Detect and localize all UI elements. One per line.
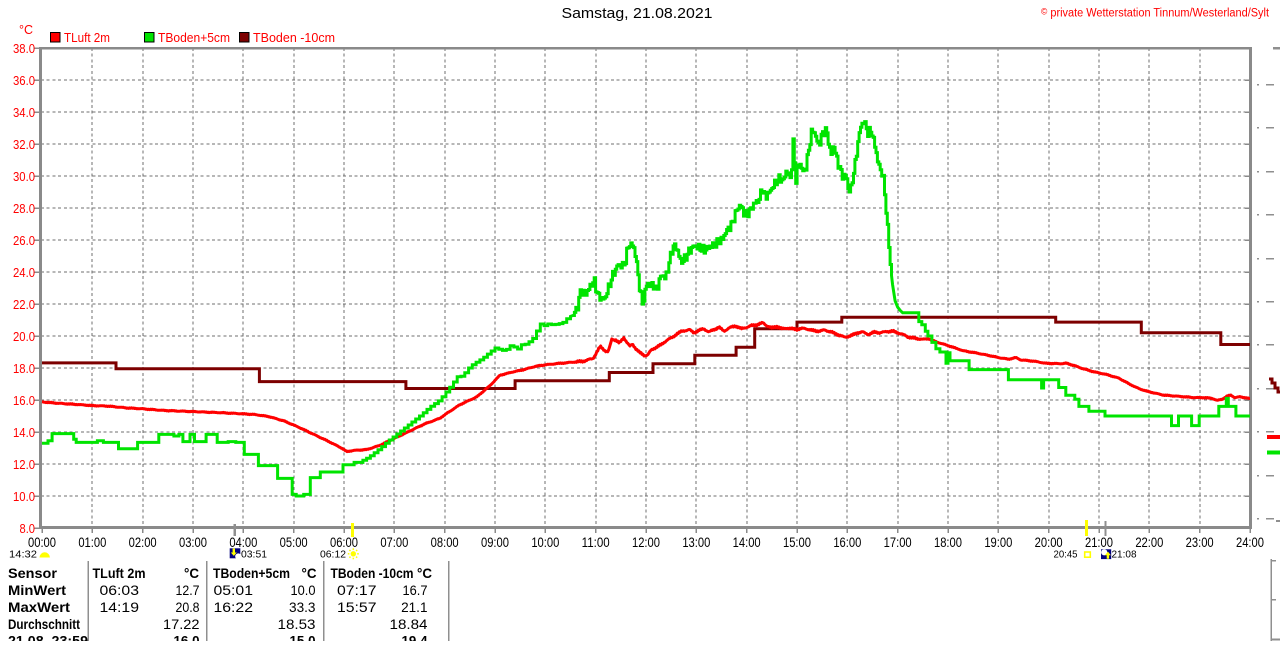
svg-text:°C: °C [417,565,432,581]
svg-text:20.8: 20.8 [176,599,200,615]
svg-text:30.0: 30.0 [13,170,35,184]
svg-text:12.0: 12.0 [13,458,35,472]
svg-text:19:00: 19:00 [984,534,1012,550]
svg-text:Sensor: Sensor [8,565,58,581]
svg-text:15.0: 15.0 [290,633,316,642]
svg-text:13:00: 13:00 [682,534,710,550]
svg-text:14.0: 14.0 [13,426,35,440]
svg-text:10.0: 10.0 [13,490,35,504]
svg-text:22:00: 22:00 [1135,534,1163,550]
svg-text:14:00: 14:00 [733,534,761,550]
svg-text:05:00: 05:00 [280,534,308,550]
svg-text:TBoden -10cm: TBoden -10cm [253,30,335,45]
svg-text:07:00: 07:00 [380,534,408,550]
svg-text:Durchschnitt: Durchschnitt [8,616,80,632]
svg-text:16:00: 16:00 [833,534,861,550]
svg-text:17.22: 17.22 [163,616,200,632]
svg-text:21.1: 21.1 [401,599,428,615]
svg-text:21.08, 23:59: 21.08, 23:59 [8,633,88,642]
svg-text:28.0: 28.0 [13,202,35,216]
svg-text:MinWert: MinWert [8,582,66,598]
svg-text:Samstag, 21.08.2021: Samstag, 21.08.2021 [562,5,713,22]
svg-text:02:00: 02:00 [129,534,157,550]
svg-text:06:12: 06:12 [320,549,346,561]
svg-text:09:00: 09:00 [481,534,509,550]
svg-text:33.3: 33.3 [289,599,316,615]
svg-text:34.0: 34.0 [13,106,35,120]
svg-text:16.0: 16.0 [13,394,35,408]
svg-text:38.0: 38.0 [13,42,35,56]
svg-text:01:00: 01:00 [78,534,106,550]
svg-text:05:01: 05:01 [214,582,254,598]
svg-text:17:00: 17:00 [884,534,912,550]
svg-text:03:00: 03:00 [179,534,207,550]
svg-text:18.84: 18.84 [390,616,428,632]
svg-text:14:19: 14:19 [100,599,140,615]
svg-text:10.0: 10.0 [291,582,316,598]
svg-text:16.7: 16.7 [403,582,428,598]
svg-text:14:32: 14:32 [9,549,37,561]
svg-text:16.0: 16.0 [174,633,200,642]
svg-text:23:00: 23:00 [1186,534,1214,550]
svg-text:36.0: 36.0 [13,74,35,88]
svg-text:MaxWert: MaxWert [8,599,70,615]
svg-text:20:45: 20:45 [1054,549,1078,561]
svg-text:21:08: 21:08 [1112,549,1137,561]
svg-text:TBoden+5cm: TBoden+5cm [158,30,230,45]
svg-text:TLuft 2m: TLuft 2m [93,565,146,581]
svg-text:19.4: 19.4 [402,633,428,642]
svg-text:12:00: 12:00 [632,534,660,550]
svg-text:21:00: 21:00 [1085,534,1113,550]
svg-text:12.7: 12.7 [176,582,200,598]
svg-text:10:00: 10:00 [531,534,559,550]
svg-text:16:22: 16:22 [214,599,254,615]
svg-text:26.0: 26.0 [13,234,35,248]
svg-text:18:00: 18:00 [934,534,962,550]
svg-text:© private Wetterstation Tinnum: © private Wetterstation Tinnum/Westerlan… [1041,7,1270,20]
svg-text:15:00: 15:00 [783,534,811,550]
svg-text:24.0: 24.0 [13,266,35,280]
svg-text:TBoden -10cm: TBoden -10cm [331,565,414,581]
svg-text:32.0: 32.0 [13,138,35,152]
svg-text:TBoden+5cm: TBoden+5cm [213,565,290,581]
svg-text:20.0: 20.0 [13,330,35,344]
svg-text:15:57: 15:57 [337,599,377,615]
svg-text:24:00: 24:00 [1236,534,1264,550]
svg-text:°C: °C [302,565,317,581]
svg-text:06:03: 06:03 [100,582,140,598]
svg-text:18.0: 18.0 [13,362,35,376]
svg-text:°C: °C [19,23,33,37]
svg-text:07:17: 07:17 [337,582,377,598]
svg-text:11:00: 11:00 [582,534,610,550]
svg-text:°C: °C [184,565,199,581]
svg-text:TLuft 2m: TLuft 2m [64,30,110,45]
svg-text:18.53: 18.53 [278,616,316,632]
svg-text:03:51: 03:51 [241,549,267,561]
svg-text:08:00: 08:00 [431,534,459,550]
svg-text:22.0: 22.0 [13,298,35,312]
